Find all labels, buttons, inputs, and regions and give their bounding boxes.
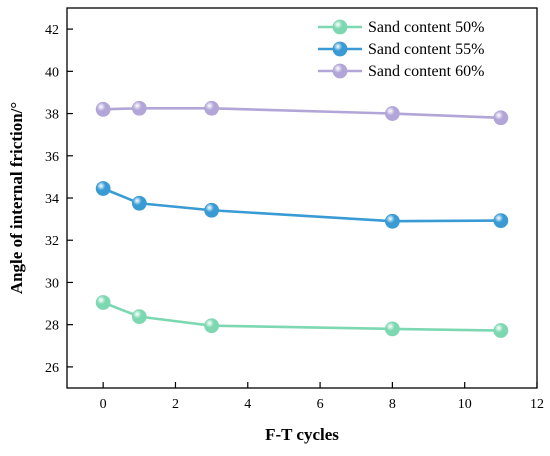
data-point xyxy=(131,309,147,325)
series-layer xyxy=(95,100,509,338)
data-point xyxy=(95,181,111,196)
ticks-layer: 0 2 4 6 8 10 12 26 28 30 32 34 36 38 40 42 xyxy=(45,23,544,412)
data-point xyxy=(131,195,147,211)
legend-marker xyxy=(332,41,348,57)
x-axis-title: F-T cycles xyxy=(265,425,339,444)
x-tick-label: 12 xyxy=(530,397,544,412)
data-point xyxy=(95,295,111,310)
legend: Sand content 50% Sand content 55% Sand con… xyxy=(318,19,484,80)
series-2-line xyxy=(102,187,501,223)
y-tick-label: 36 xyxy=(45,150,59,165)
legend-item-1: Sand content 50% xyxy=(318,19,484,36)
x-tick-label: 2 xyxy=(172,397,179,412)
data-point xyxy=(204,202,220,218)
x-tick-label: 8 xyxy=(389,397,396,412)
legend-item-3: Sand content 60% xyxy=(318,63,484,80)
series-3 xyxy=(95,100,509,126)
series-1 xyxy=(95,295,509,338)
x-tick-label: 10 xyxy=(458,397,472,412)
legend-item-2: Sand content 55% xyxy=(318,41,484,58)
legend-label: Sand content 50% xyxy=(368,19,484,36)
data-point xyxy=(493,323,509,338)
legend-label: Sand content 60% xyxy=(368,63,484,80)
x-tick-label: 0 xyxy=(100,397,107,412)
y-tick-label: 30 xyxy=(45,276,59,291)
data-point xyxy=(204,100,220,116)
y-tick-label: 26 xyxy=(45,361,59,376)
series-3-line xyxy=(103,106,501,120)
y-tick-label: 32 xyxy=(45,234,59,249)
data-point xyxy=(493,110,509,126)
y-tick-label: 38 xyxy=(45,108,59,123)
legend-marker xyxy=(332,19,348,35)
legend-marker xyxy=(332,63,348,79)
y-axis-title: Angle of internal friction/° xyxy=(7,102,26,294)
legend-label: Sand content 55% xyxy=(368,41,484,58)
data-point xyxy=(384,321,400,337)
y-tick-label: 40 xyxy=(45,65,59,80)
data-point xyxy=(95,101,111,117)
data-point xyxy=(493,213,509,228)
data-point xyxy=(384,213,400,229)
series-2 xyxy=(95,181,509,229)
data-point xyxy=(131,100,147,116)
y-tick-label: 28 xyxy=(45,319,59,334)
x-tick-label: 6 xyxy=(317,397,324,412)
y-tick-label: 34 xyxy=(45,192,59,207)
series-1-line xyxy=(102,301,501,332)
x-tick-label: 4 xyxy=(244,397,251,412)
data-point xyxy=(204,318,220,334)
y-tick-label: 42 xyxy=(45,23,59,38)
data-point xyxy=(384,106,400,121)
